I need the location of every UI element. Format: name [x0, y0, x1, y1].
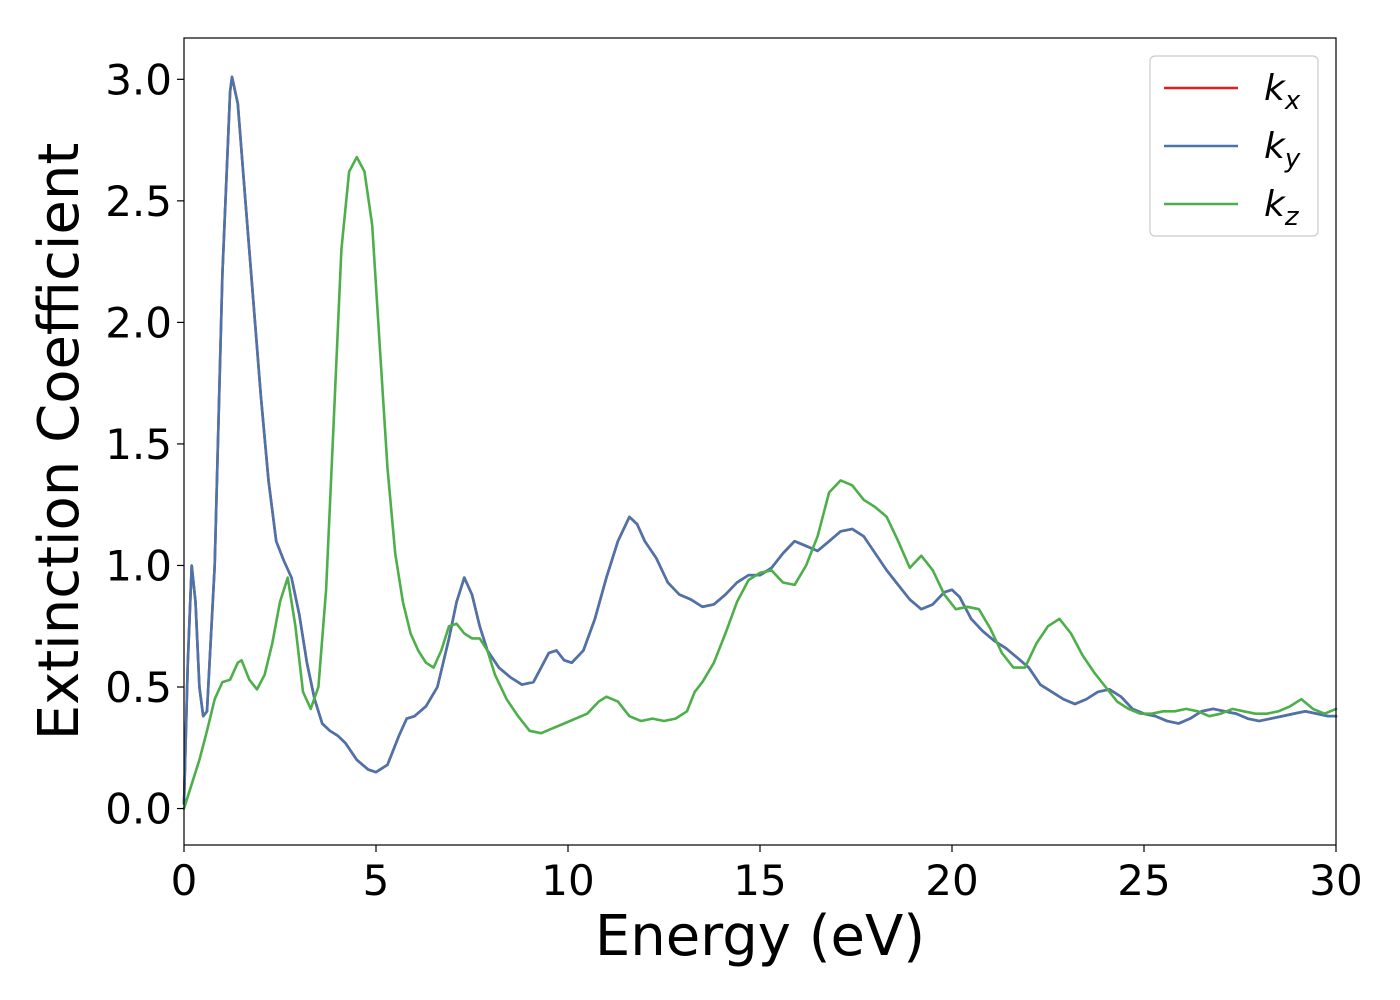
legend-label-ky: ky [1264, 126, 1301, 174]
series-line-ky [182, 75, 1338, 805]
x-axis-ticks: 0 5 10 15 20 25 30 [171, 845, 1363, 905]
series-layer [182, 75, 1338, 810]
y-axis-label: Extinction Coefficient [27, 143, 92, 741]
x-tick-label: 0 [171, 856, 198, 905]
x-tick-label: 5 [363, 856, 390, 905]
x-tick-label: 30 [1309, 856, 1362, 905]
x-tick-label: 25 [1117, 856, 1170, 905]
x-tick-label: 20 [925, 856, 978, 905]
y-axis-ticks: 0.0 0.5 1.0 1.5 2.0 2.5 3.0 [105, 55, 184, 834]
legend-label-kx: kx [1264, 68, 1301, 116]
series-line-kz [182, 155, 1338, 810]
x-tick-label: 10 [541, 856, 594, 905]
legend-label-kz: kz [1264, 184, 1300, 232]
y-tick-label: 0.5 [105, 663, 172, 712]
y-tick-label: 2.5 [105, 177, 172, 226]
y-tick-label: 1.5 [105, 420, 172, 469]
y-tick-label: 0.0 [105, 785, 172, 834]
y-tick-label: 2.0 [105, 298, 172, 347]
y-tick-label: 1.0 [105, 541, 172, 590]
x-axis-label: Energy (eV) [595, 904, 925, 969]
legend: kx ky kz [1149, 55, 1319, 237]
x-tick-label: 15 [733, 856, 786, 905]
y-tick-label: 3.0 [105, 55, 172, 104]
